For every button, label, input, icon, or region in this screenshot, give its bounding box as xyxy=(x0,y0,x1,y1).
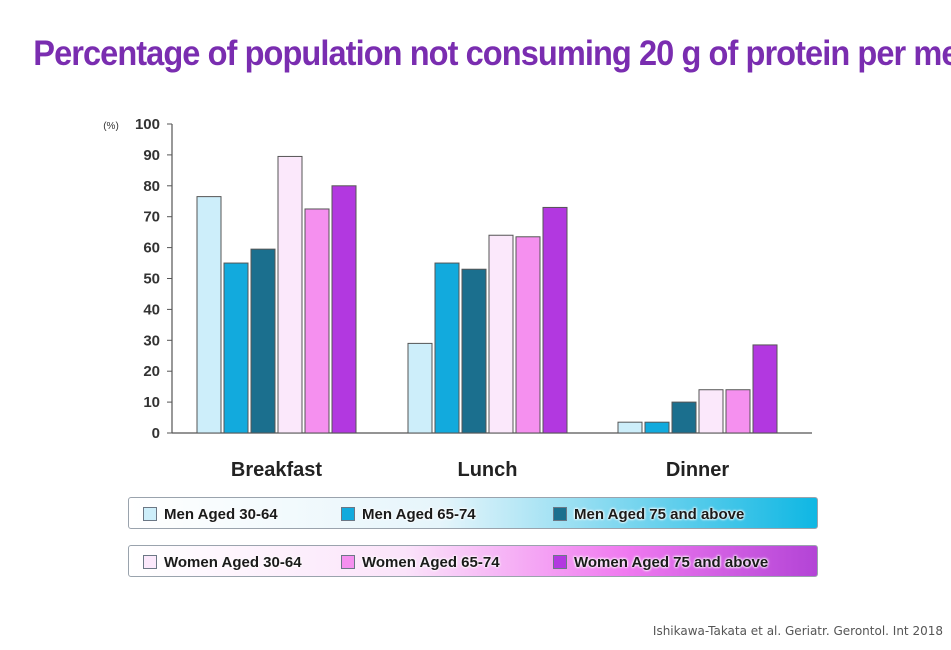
bar-breakfast-series-1 xyxy=(223,262,249,434)
legend-swatch xyxy=(341,555,355,569)
bar-breakfast-series-2 xyxy=(250,248,276,434)
bar-dinner-series-3 xyxy=(698,389,724,434)
legend-swatch xyxy=(143,555,157,569)
bar-breakfast-series-3 xyxy=(277,155,303,434)
bar-dinner-series-0 xyxy=(617,421,643,434)
category-labels: Breakfast Lunch Dinner xyxy=(231,459,729,481)
source-citation: Ishikawa-Takata et al. Geriatr. Gerontol… xyxy=(652,624,943,638)
bar-lunch-series-5 xyxy=(542,206,568,434)
bar-breakfast-series-0 xyxy=(196,196,222,434)
y-tick-label: 10 xyxy=(143,394,160,411)
x-category-label: Lunch xyxy=(458,459,518,481)
y-tick-label: 80 xyxy=(143,178,160,195)
legend-item: Men Aged 30-64 xyxy=(143,504,278,524)
bar-dinner-series-2 xyxy=(671,401,697,434)
bar-lunch-series-2 xyxy=(461,268,487,434)
y-tick-label: 0 xyxy=(152,425,160,442)
legend-men: Men Aged 30-64 Men Aged 65-74 Men Aged 7… xyxy=(128,497,818,529)
chart-bars xyxy=(196,155,778,434)
legend-item: Men Aged 65-74 xyxy=(341,504,476,524)
y-tick-label: 60 xyxy=(143,240,160,257)
bar-lunch-series-4 xyxy=(515,236,541,434)
y-tick-label: 90 xyxy=(143,147,160,164)
legend-swatch xyxy=(553,555,567,569)
bar-lunch-series-0 xyxy=(407,342,433,434)
bar-dinner-series-1 xyxy=(644,421,670,434)
legend-women: Women Aged 30-64 Women Aged 65-74 Women … xyxy=(128,545,818,577)
bar-lunch-series-1 xyxy=(434,262,460,434)
legend-item: Women Aged 65-74 xyxy=(341,552,500,572)
legend-item: Men Aged 75 and above xyxy=(553,504,744,524)
y-tick-label: 70 xyxy=(143,209,160,226)
bar-dinner-series-4 xyxy=(725,389,751,434)
y-tick-label: 50 xyxy=(143,271,160,288)
legend-swatch xyxy=(341,507,355,521)
bar-dinner-series-5 xyxy=(752,344,778,434)
legend-swatch xyxy=(553,507,567,521)
x-category-label: Breakfast xyxy=(231,459,323,481)
x-category-label: Dinner xyxy=(666,459,730,481)
y-axis-label: (%) xyxy=(103,121,119,132)
legend-label: Men Aged 30-64 xyxy=(164,505,278,523)
y-tick-label: 20 xyxy=(143,363,160,380)
y-tick-label: 100 xyxy=(135,116,160,133)
bar-breakfast-series-5 xyxy=(331,185,357,434)
legend-item: Women Aged 30-64 xyxy=(143,552,302,572)
legend-label: Women Aged 30-64 xyxy=(164,553,302,571)
legend-label: Men Aged 65-74 xyxy=(362,505,476,523)
legend-label: Women Aged 65-74 xyxy=(362,553,500,571)
legend-swatch xyxy=(143,507,157,521)
y-tick-label: 40 xyxy=(143,301,160,318)
legend-label: Women Aged 75 and above xyxy=(574,553,769,571)
bar-lunch-series-3 xyxy=(488,234,514,434)
legend-label: Men Aged 75 and above xyxy=(574,505,745,523)
chart-title: Percentage of population not consuming 2… xyxy=(33,34,951,73)
y-tick-label: 30 xyxy=(143,332,160,349)
legend-item: Women Aged 75 and above xyxy=(553,552,768,572)
bar-breakfast-series-4 xyxy=(304,208,330,434)
